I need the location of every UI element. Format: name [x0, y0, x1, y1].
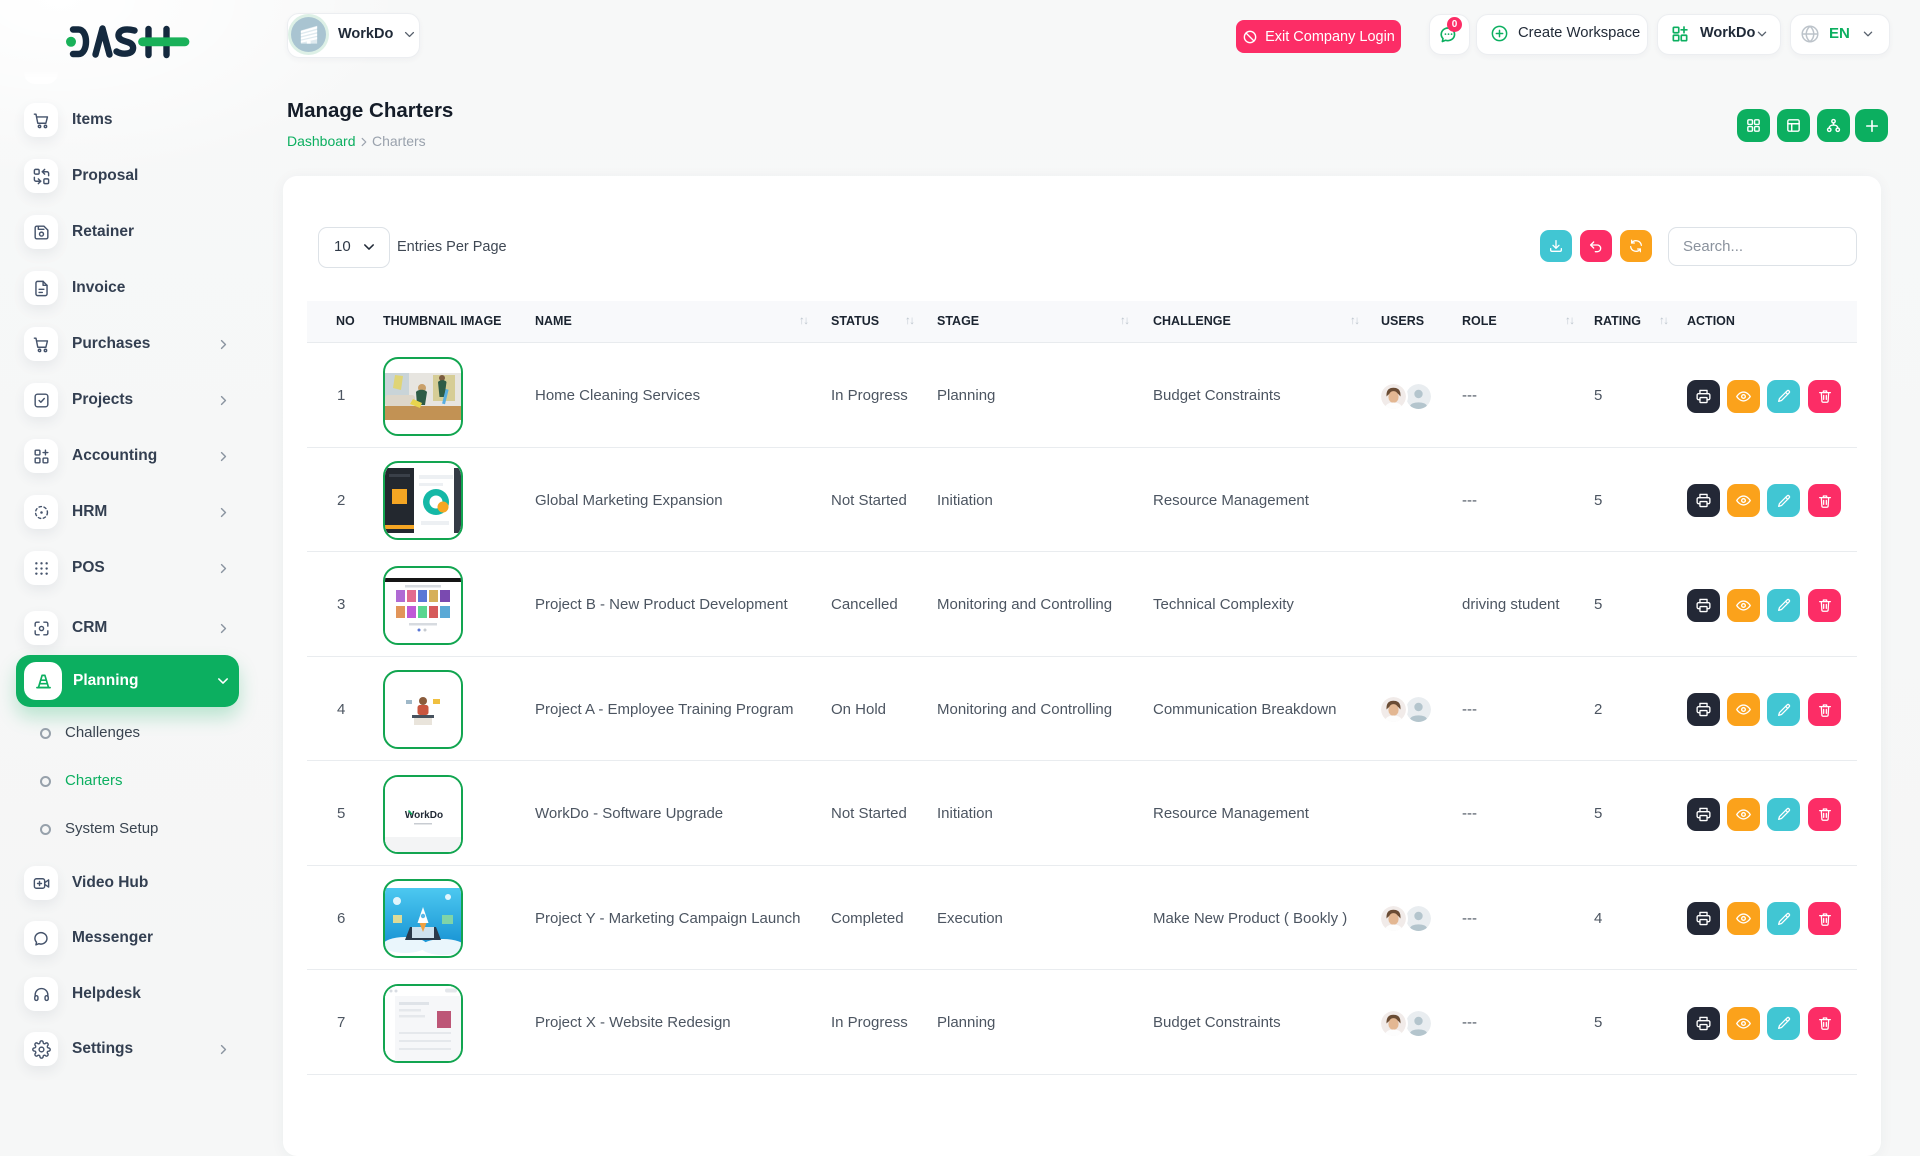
svg-text:WorkDo: WorkDo — [405, 810, 443, 821]
